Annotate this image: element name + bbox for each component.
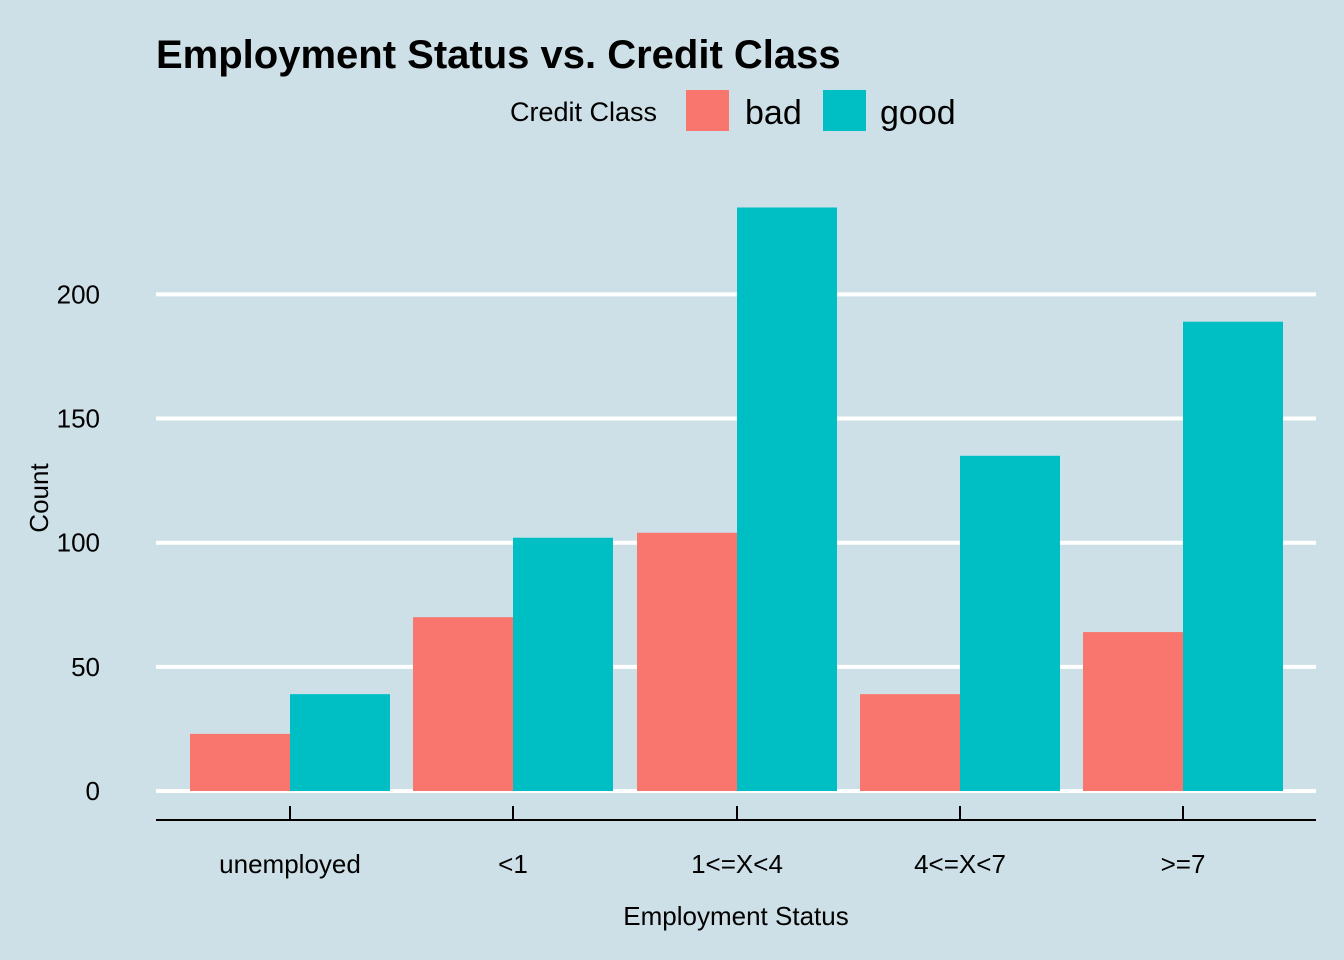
legend-title: Credit Class: [510, 97, 657, 127]
x-axis-label: Employment Status: [623, 901, 848, 931]
legend-label-good: good: [880, 94, 956, 132]
x-axis-ticks: unemployed <1 1<=X<4 4<=X<7 >=7: [219, 806, 1205, 879]
bars: [190, 207, 1283, 791]
y-axis-ticks: 0 50 100 150 200: [57, 279, 100, 806]
legend: Credit Class bad good: [510, 90, 956, 132]
bar-bad-2: [637, 532, 737, 791]
x-tick-label: <1: [498, 849, 528, 879]
x-tick-label: 1<=X<4: [691, 849, 783, 879]
bar-bad-0: [190, 733, 290, 791]
bar-good-4: [1183, 321, 1283, 791]
bar-good-3: [960, 455, 1060, 791]
y-tick-label: 50: [71, 652, 100, 682]
chart-title: Employment Status vs. Credit Class: [156, 33, 841, 77]
x-tick-label: 4<=X<7: [914, 849, 1006, 879]
y-axis-label: Count: [24, 463, 54, 533]
bar-bad-3: [860, 694, 960, 791]
legend-key-good: [823, 90, 866, 131]
legend-label-bad: bad: [745, 94, 802, 132]
bar-good-2: [737, 207, 837, 791]
bar-good-0: [290, 694, 390, 791]
x-tick-label: unemployed: [219, 849, 361, 879]
y-tick-label: 150: [57, 404, 100, 434]
y-tick-label: 200: [57, 279, 100, 309]
y-tick-label: 0: [86, 776, 100, 806]
x-tick-label: >=7: [1161, 849, 1206, 879]
bar-good-1: [513, 537, 613, 791]
bar-bad-4: [1083, 632, 1183, 791]
bar-bad-1: [413, 617, 513, 791]
legend-key-bad: [686, 90, 729, 131]
y-tick-label: 100: [57, 528, 100, 558]
